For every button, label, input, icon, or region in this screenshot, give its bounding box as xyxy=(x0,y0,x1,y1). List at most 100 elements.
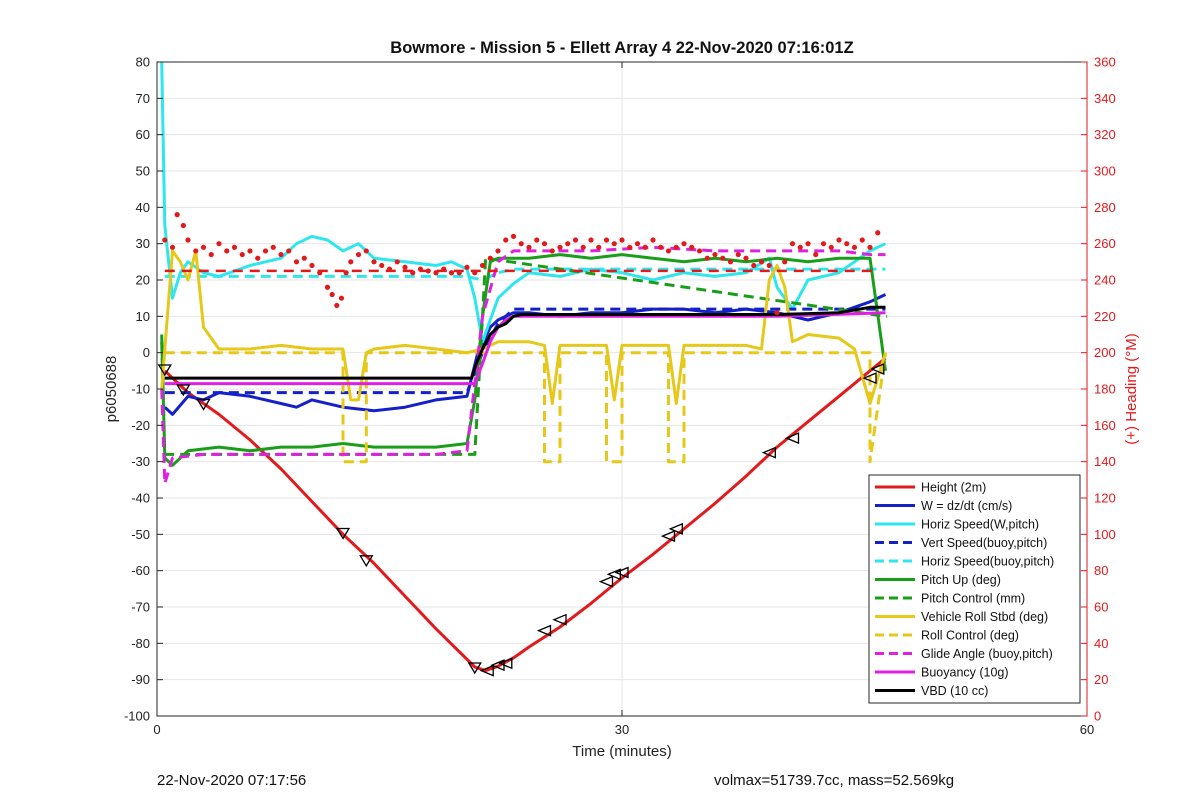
y-tick-label: -80 xyxy=(131,636,150,651)
heading-point xyxy=(270,244,276,250)
y-tick-label: 50 xyxy=(136,164,150,179)
heading-point xyxy=(696,248,703,254)
series-line-vehicle-roll-stbd-deg xyxy=(160,249,887,405)
y2-tick-label: 240 xyxy=(1094,273,1116,288)
depth-marker xyxy=(467,662,482,675)
y-tick-label: -90 xyxy=(131,672,150,687)
depth-marker xyxy=(157,364,172,377)
heading-point xyxy=(479,262,486,269)
heading-point xyxy=(487,255,493,261)
heading-point xyxy=(596,244,602,250)
legend-label: Height (2m) xyxy=(921,481,986,495)
heading-point xyxy=(355,251,362,258)
heading-point xyxy=(262,248,269,254)
heading-point xyxy=(247,248,253,254)
y2-tick-label: 160 xyxy=(1094,418,1116,433)
y-tick-label: -10 xyxy=(131,382,150,397)
depth-marker xyxy=(598,575,614,588)
heading-point xyxy=(681,241,687,247)
heading-point xyxy=(278,251,284,258)
footer-volmax-mass: volmax=51739.7cc, mass=52.569kg xyxy=(714,772,955,789)
depth-marker xyxy=(552,613,567,626)
heading-point xyxy=(185,237,191,243)
heading-point xyxy=(239,251,245,258)
legend-label: Buoyancy (10g) xyxy=(921,666,1009,680)
heading-point xyxy=(343,270,349,276)
depth-marker xyxy=(870,363,885,375)
heading-point xyxy=(231,244,238,250)
y2-tick-label: 80 xyxy=(1094,563,1108,578)
heading-point xyxy=(286,248,292,254)
x-tick-label: 60 xyxy=(1080,722,1094,737)
depth-marker xyxy=(479,664,494,677)
heading-point xyxy=(720,255,726,261)
heading-point xyxy=(774,310,780,316)
y-tick-label: 0 xyxy=(143,345,150,360)
y-tick-label: -30 xyxy=(131,454,150,469)
heading-point xyxy=(162,237,168,243)
depth-marker xyxy=(536,624,552,637)
heading-point xyxy=(813,251,819,258)
heading-point xyxy=(293,259,300,265)
series-line-vbd-10-cc xyxy=(164,305,886,380)
heading-point xyxy=(255,255,261,261)
legend-box xyxy=(868,474,1081,704)
y2-tick-label: 40 xyxy=(1094,636,1108,651)
heading-point xyxy=(448,270,455,276)
legend-label: Pitch Control (mm) xyxy=(921,592,1025,606)
footer-timestamp: 22-Nov-2020 07:17:56 xyxy=(157,772,307,789)
series-line-horiz-speed-buoy-pitch xyxy=(164,267,886,282)
y-tick-label: -70 xyxy=(131,600,150,615)
y2-tick-label: 360 xyxy=(1094,55,1116,70)
heading-point xyxy=(433,270,439,276)
heading-point xyxy=(844,241,850,247)
marker-layer xyxy=(157,363,885,677)
heading-point xyxy=(572,237,579,243)
heading-point xyxy=(338,295,345,301)
series-line-buoyancy-10g xyxy=(164,311,886,386)
depth-marker xyxy=(335,527,351,540)
heading-point xyxy=(348,259,354,265)
x-tick-label: 30 xyxy=(615,722,629,737)
depth-marker xyxy=(614,566,629,579)
heading-point xyxy=(510,233,517,239)
heading-point xyxy=(766,262,772,269)
depth-marker xyxy=(196,398,211,411)
heading-point xyxy=(441,266,447,272)
legend-label: VBD (10 cc) xyxy=(921,684,988,698)
heading-point xyxy=(565,241,571,247)
heading-point xyxy=(216,241,222,247)
legend-label: Horiz Speed(W,pitch) xyxy=(921,518,1039,532)
y2-tick-label: 280 xyxy=(1094,200,1116,215)
heading-point xyxy=(727,259,734,265)
y-tick-label: -40 xyxy=(131,491,150,506)
y2-tick-label: 0 xyxy=(1094,709,1101,724)
x-axis-label: Time (minutes) xyxy=(572,743,671,760)
depth-marker xyxy=(359,555,374,568)
legend-label: Pitch Up (deg) xyxy=(921,573,1001,587)
heading-point xyxy=(836,237,842,243)
heading-point xyxy=(174,212,180,218)
heading-point xyxy=(789,241,796,247)
y-tick-label: 80 xyxy=(136,55,150,70)
heading-point xyxy=(456,270,462,276)
heading-point xyxy=(758,259,765,265)
y2-tick-label: 120 xyxy=(1094,491,1116,506)
y2-tick-label: 140 xyxy=(1094,454,1116,469)
depth-marker xyxy=(862,372,877,385)
y2-tick-label: 300 xyxy=(1094,164,1116,179)
legend-label: W = dz/dt (cm/s) xyxy=(921,499,1012,513)
heading-point xyxy=(193,248,199,254)
heading-point xyxy=(673,244,679,250)
heading-point xyxy=(503,237,509,243)
y2-tick-label: 320 xyxy=(1094,127,1116,142)
heading-point xyxy=(619,237,625,243)
y-tick-label: 20 xyxy=(136,273,150,288)
heading-point xyxy=(200,244,207,250)
heading-point xyxy=(472,270,478,276)
axis-layer: 0 30 60-100-90-80-70-60-50-40-30-20-100102… xyxy=(124,55,1116,738)
heading-point xyxy=(363,248,369,254)
y-tick-label: 70 xyxy=(136,91,150,106)
depth-marker xyxy=(784,432,800,445)
